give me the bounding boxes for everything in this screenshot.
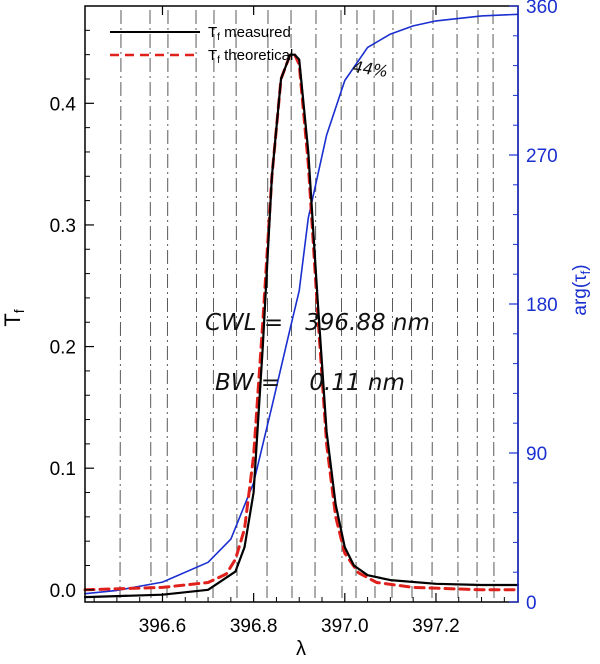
series-layer	[83, 13, 520, 599]
x-tick-label: 397.0	[321, 616, 369, 637]
scan-artifact-line	[290, 9, 293, 599]
y2-tick-label: 270	[526, 146, 558, 167]
legend-measured-suffix: measured	[220, 24, 291, 41]
annotation-bw: BW = 0.11 nm	[215, 370, 405, 396]
legend-theoretical-sub: f	[217, 55, 220, 66]
y-axis-label-main: T	[0, 313, 25, 326]
legend-label-theoretical: Tf theoretical	[208, 47, 293, 66]
y2-axis-label-sub: f	[578, 270, 593, 274]
y-axis-label: Tf	[0, 309, 27, 326]
legend-measured-sub: f	[217, 32, 220, 43]
scan-artifact-line	[195, 9, 198, 599]
scan-artifact-line	[314, 9, 317, 599]
y2-tick-label: 0	[526, 593, 537, 614]
x-tick-label: 396.6	[139, 616, 187, 637]
x-tick-label: 397.2	[412, 616, 460, 637]
y-tick-label: 0.4	[50, 94, 77, 115]
annotation-cwl: CWL = 396.88 nm	[205, 310, 430, 336]
scan-artifact-line	[492, 9, 495, 599]
scan-artifact-line	[119, 9, 122, 599]
x-axis-label: λ	[296, 638, 306, 660]
y-axis-label-sub: f	[11, 309, 27, 313]
legend-measured-prefix: T	[208, 24, 217, 41]
scan-line-artifacts	[119, 9, 495, 599]
x-axis-ticks: 396.6 396.8 397.0 397.2	[93, 6, 505, 637]
y2-axis-label-main: arg(τ	[570, 274, 591, 316]
y-tick-label: 0.3	[50, 216, 76, 237]
scan-artifact-line	[266, 9, 269, 599]
scan-artifact-line	[149, 9, 152, 599]
y-tick-label: 0.2	[50, 338, 76, 359]
scan-artifact-line	[431, 9, 434, 599]
annotation-peak-phase: 44%	[351, 57, 389, 81]
y-axis-ticks: 0.0 0.1 0.2 0.3 0.4	[50, 29, 94, 602]
y2-axis-ticks: 0 90 180 270 360	[509, 0, 558, 614]
legend-label-measured: Tf measured	[208, 24, 291, 43]
scan-artifact-line	[456, 9, 459, 599]
y2-tick-label: 360	[526, 0, 558, 18]
legend-theoretical-suffix: theoretical	[220, 47, 293, 64]
legend: Tf measured Tf theoretical	[110, 24, 293, 66]
scan-artifact-line	[235, 9, 238, 599]
scan-artifact-line	[212, 9, 215, 599]
y2-tick-label: 180	[526, 295, 558, 316]
scan-artifact-line	[391, 9, 394, 599]
x-tick-label: 396.8	[230, 616, 278, 637]
scan-artifact-line	[410, 9, 413, 599]
scan-artifact-line	[373, 9, 376, 599]
scan-artifact-line	[166, 9, 169, 599]
scan-artifact-line	[355, 9, 358, 599]
y-tick-label: 0.1	[50, 459, 76, 480]
y2-tick-label: 90	[526, 444, 547, 465]
legend-theoretical-prefix: T	[208, 47, 217, 64]
scan-artifact-line	[340, 9, 343, 599]
y2-axis-label: arg(τf)	[570, 264, 593, 315]
series-line-phase	[84, 13, 519, 595]
series-line-measured	[83, 53, 520, 599]
y-tick-label: 0.0	[50, 581, 76, 602]
y2-axis-label-close: )	[570, 264, 591, 270]
scan-artifact-line	[476, 9, 479, 599]
